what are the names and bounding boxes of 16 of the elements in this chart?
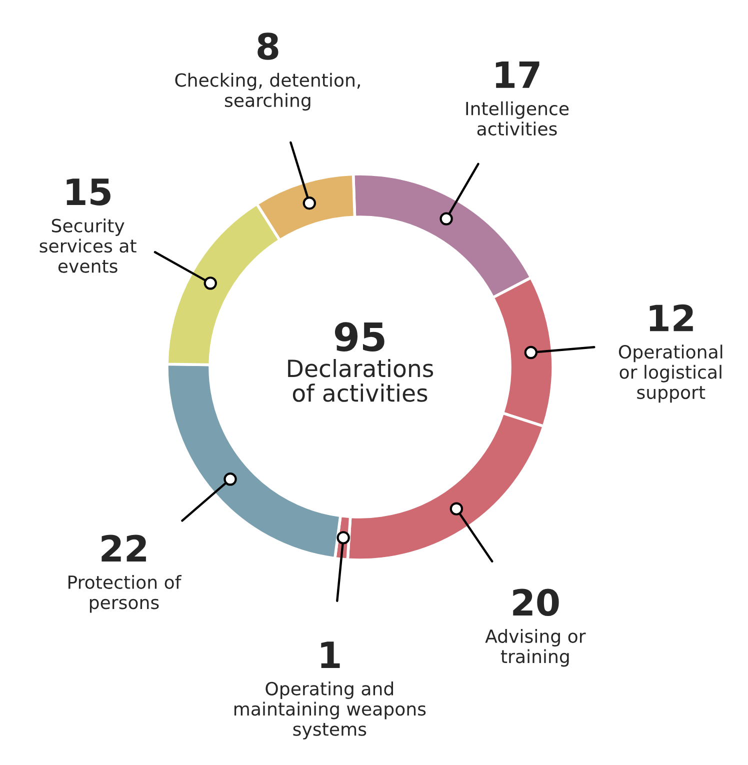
text: Declarations of activities bbox=[288, 359, 434, 402]
data-label: 15 bbox=[66, 178, 110, 206]
slice-label: Protection of persons bbox=[68, 575, 182, 613]
slice-label: Intelligence activities bbox=[466, 101, 569, 136]
slice-label: Advising or training bbox=[485, 629, 586, 667]
data-label: 22 bbox=[102, 534, 146, 562]
slice-label: Checking, detention, searching bbox=[175, 72, 360, 111]
slice-label: Security services at events bbox=[40, 218, 136, 273]
data-label: 17 bbox=[496, 62, 540, 88]
slice-label: Operational or logistical support bbox=[618, 344, 722, 403]
data-label: 8 bbox=[258, 32, 278, 60]
slice-label: Operating and maintaining weapons systems bbox=[234, 682, 426, 740]
data-label: 12 bbox=[650, 304, 693, 332]
data-label: 20 bbox=[513, 588, 559, 616]
text: 95 bbox=[334, 322, 384, 352]
data-label: 1 bbox=[321, 642, 340, 668]
